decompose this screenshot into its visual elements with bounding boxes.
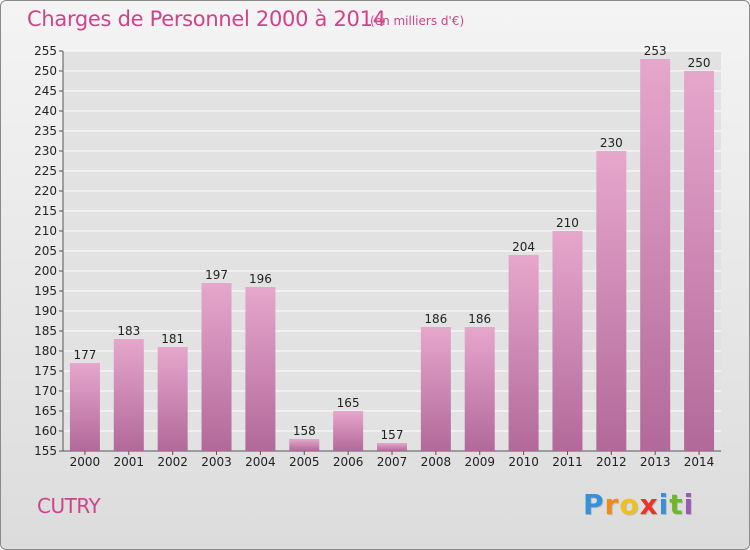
y-tick-label: 215	[34, 204, 57, 218]
x-tick-label: 2004	[245, 455, 276, 469]
bar	[464, 327, 495, 451]
logo-letter: i	[683, 488, 695, 521]
x-tick-label: 2006	[333, 455, 364, 469]
data-label: 204	[512, 240, 535, 254]
logo-letter: i	[658, 488, 670, 521]
data-label: 197	[205, 268, 228, 282]
x-tick-label: 2008	[421, 455, 452, 469]
bar	[377, 443, 407, 451]
x-tick-label: 2013	[640, 455, 671, 469]
y-tick-label: 180	[34, 344, 57, 358]
x-tick-label: 2003	[201, 455, 232, 469]
y-tick-label: 255	[34, 44, 57, 58]
y-tick-label: 205	[34, 244, 57, 258]
x-tick-label: 2010	[508, 455, 539, 469]
proxiti-logo[interactable]: Proxiti	[583, 488, 694, 521]
y-tick-label: 235	[34, 124, 57, 138]
data-label: 165	[337, 396, 360, 410]
y-tick-label: 165	[34, 404, 57, 418]
data-label: 210	[556, 216, 579, 230]
x-tick-label: 2014	[684, 455, 715, 469]
chart-title: Charges de Personnel 2000 à 2014	[27, 7, 386, 31]
y-tick-label: 250	[34, 64, 57, 78]
x-tick-label: 2012	[596, 455, 627, 469]
data-label: 181	[161, 332, 184, 346]
data-label: 186	[424, 312, 447, 326]
bar	[201, 283, 232, 451]
y-tick-label: 190	[34, 304, 57, 318]
y-tick-label: 230	[34, 144, 57, 158]
y-tick-label: 195	[34, 284, 57, 298]
bar	[684, 71, 715, 451]
logo-letter: r	[604, 488, 620, 521]
bar	[245, 287, 276, 451]
y-tick-label: 240	[34, 104, 57, 118]
y-tick-label: 220	[34, 184, 57, 198]
logo-letter: t	[669, 488, 684, 521]
x-tick-label: 2005	[289, 455, 320, 469]
bar	[157, 347, 188, 451]
x-tick-label: 2007	[377, 455, 408, 469]
bar	[420, 327, 451, 451]
data-label: 186	[468, 312, 491, 326]
y-tick-label: 175	[34, 364, 57, 378]
y-tick-label: 245	[34, 84, 57, 98]
commune-name: CUTRY	[37, 494, 101, 518]
y-tick-label: 160	[34, 424, 57, 438]
bar	[333, 411, 364, 451]
data-label: 253	[644, 44, 667, 58]
y-tick-label: 170	[34, 384, 57, 398]
bar	[596, 151, 627, 451]
x-tick-label: 2002	[157, 455, 188, 469]
data-label: 250	[688, 56, 711, 70]
y-tick-label: 210	[34, 224, 57, 238]
logo-letter: x	[639, 488, 659, 521]
x-tick-label: 2000	[70, 455, 101, 469]
bar	[552, 231, 583, 451]
logo-letter: o	[619, 488, 640, 521]
x-tick-label: 2011	[552, 455, 583, 469]
data-label: 230	[600, 136, 623, 150]
x-tick-label: 2001	[114, 455, 145, 469]
y-tick-label: 155	[34, 444, 57, 458]
data-label: 157	[381, 428, 404, 442]
bar	[289, 439, 320, 451]
bar	[113, 339, 144, 451]
bar	[69, 363, 100, 451]
data-label: 177	[73, 348, 96, 362]
data-label: 158	[293, 424, 316, 438]
bar	[640, 59, 671, 451]
data-label: 183	[117, 324, 140, 338]
y-tick-label: 200	[34, 264, 57, 278]
y-tick-label: 225	[34, 164, 57, 178]
logo-letter: P	[583, 488, 605, 521]
x-tick-label: 2009	[464, 455, 495, 469]
data-label: 196	[249, 272, 272, 286]
y-tick-label: 185	[34, 324, 57, 338]
unit-note: (en milliers d'€)	[370, 14, 465, 28]
bar	[508, 255, 539, 451]
